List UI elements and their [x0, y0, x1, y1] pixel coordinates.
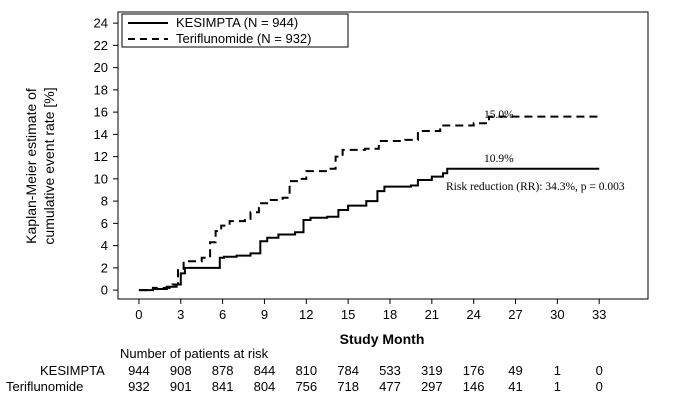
risk-value: 477 [379, 379, 401, 394]
legend-label-kesimpta: KESIMPTA (N = 944) [176, 15, 298, 30]
risk-value: 878 [212, 363, 234, 378]
y-tick-label: 24 [94, 16, 108, 31]
risk-value: 0 [596, 379, 603, 394]
x-tick-label: 12 [299, 307, 313, 322]
risk-table: Number of patients at risk KESIMPTA Teri… [6, 346, 603, 394]
x-tick-label: 6 [219, 307, 226, 322]
risk-value: 49 [508, 363, 522, 378]
risk-value: 1 [554, 363, 561, 378]
x-tick-label: 21 [425, 307, 439, 322]
risk-value: 1 [554, 379, 561, 394]
risk-value: 0 [596, 363, 603, 378]
risk-value: 944 [128, 363, 150, 378]
risk-value: 784 [337, 363, 359, 378]
series-line-kesimpta [138, 167, 600, 292]
kesimpta-end-label: 10.9% [484, 153, 514, 165]
y-tick-label: 18 [94, 82, 108, 97]
x-tick-label: 27 [508, 307, 522, 322]
x-axis: 0 3 6 9 12 15 18 21 24 27 30 33 [135, 299, 606, 322]
risk-value: 176 [463, 363, 485, 378]
x-tick-label: 30 [550, 307, 564, 322]
x-axis-title: Study Month [340, 331, 425, 347]
x-tick-label: 0 [135, 307, 142, 322]
risk-value: 841 [212, 379, 234, 394]
y-axis-title-line-1: Kaplan-Meier estimate of [23, 88, 39, 244]
risk-value: 297 [421, 379, 443, 394]
plot-area-frame [117, 11, 649, 300]
risk-value: 810 [295, 363, 317, 378]
y-tick-label: 12 [94, 149, 108, 164]
y-tick-label: 6 [101, 216, 108, 231]
y-tick-label: 0 [101, 283, 108, 298]
x-tick-label: 24 [466, 307, 480, 322]
x-tick-label: 3 [177, 307, 184, 322]
risk-value: 901 [170, 379, 192, 394]
risk-value: 146 [463, 379, 485, 394]
risk-value: 908 [170, 363, 192, 378]
y-tick-label: 14 [94, 127, 108, 142]
risk-value: 844 [254, 363, 276, 378]
y-axis-title: Kaplan-Meier estimate of cumulative even… [23, 87, 57, 244]
risk-value: 932 [128, 379, 150, 394]
x-tick-label: 18 [383, 307, 397, 322]
risk-table-header: Number of patients at risk [120, 346, 269, 361]
y-tick-label: 22 [94, 38, 108, 53]
risk-value: 533 [379, 363, 401, 378]
risk-table-values: 944 908 878 844 810 784 533 319 176 49 1 0 932 901 841… [128, 363, 603, 394]
x-tick-label: 9 [261, 307, 268, 322]
risk-value: 718 [337, 379, 359, 394]
risk-value: 804 [254, 379, 276, 394]
y-tick-label: 20 [94, 60, 108, 75]
legend-box [121, 13, 349, 48]
y-tick-label: 10 [94, 171, 108, 186]
series-lines [138, 115, 600, 292]
risk-reduction-annotation: Risk reduction (RR): 34.3%, p = 0.003 [446, 181, 625, 193]
risk-value: 41 [508, 379, 522, 394]
series-line-teriflunomide [138, 115, 600, 292]
y-tick-label: 2 [101, 260, 108, 275]
risk-row-label-kesimpta: KESIMPTA [40, 363, 105, 378]
y-tick-label: 4 [101, 238, 108, 253]
y-axis-title-line-2: cumulative event rate [%] [41, 87, 57, 244]
teriflunomide-end-label: 15.0% [484, 109, 514, 121]
risk-value: 319 [421, 363, 443, 378]
legend: KESIMPTA (N = 944) Teriflunomide (N = 93… [121, 13, 349, 48]
x-tick-label: 15 [341, 307, 355, 322]
risk-row-label-teriflunomide: Teriflunomide [6, 379, 83, 394]
legend-label-teriflunomide: Teriflunomide (N = 932) [176, 31, 311, 46]
risk-value: 756 [295, 379, 317, 394]
y-tick-label: 16 [94, 105, 108, 120]
x-tick-label: 33 [592, 307, 606, 322]
y-tick-label: 8 [101, 194, 108, 209]
